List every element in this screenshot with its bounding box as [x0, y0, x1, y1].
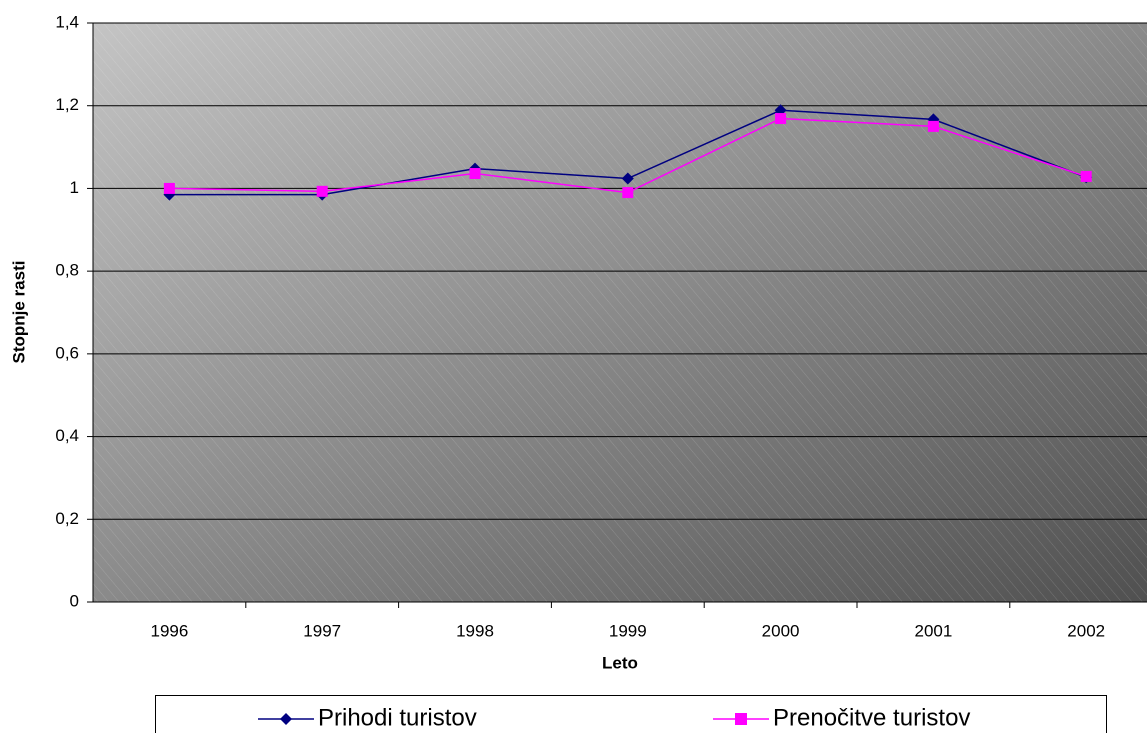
marker	[621, 172, 634, 185]
x-tick-label: 2000	[762, 621, 800, 640]
y-tick-label: 1,2	[55, 95, 79, 114]
marker	[316, 185, 328, 197]
marker	[735, 713, 747, 725]
x-tick-label: 1997	[303, 621, 341, 640]
legend-label: Prenočitve turistov	[773, 704, 970, 731]
y-axis-title: Stopnje rasti	[9, 261, 28, 364]
x-axis-title: Leto	[602, 653, 638, 672]
y-tick-label: 1,4	[55, 12, 79, 31]
y-tick-label: 0,8	[55, 261, 79, 280]
x-tick-label: 2001	[914, 621, 952, 640]
y-tick-label: 0,4	[55, 426, 79, 445]
x-tick-label: 1998	[456, 621, 494, 640]
y-tick-label: 0	[70, 591, 79, 610]
x-tick-label: 2002	[1067, 621, 1105, 640]
marker	[280, 713, 292, 725]
legend-box	[155, 695, 1107, 733]
marker	[163, 182, 175, 194]
marker	[775, 113, 787, 125]
plot-hatch	[93, 23, 1147, 602]
marker	[622, 187, 634, 199]
marker	[469, 168, 481, 180]
legend-label: Prihodi turistov	[318, 704, 477, 731]
x-tick-label: 1999	[609, 621, 647, 640]
x-tick-label: 1996	[150, 621, 188, 640]
y-tick-label: 0,2	[55, 509, 79, 528]
marker	[1080, 170, 1092, 182]
y-tick-label: 0,6	[55, 343, 79, 362]
y-tick-label: 1	[70, 178, 79, 197]
marker	[927, 120, 939, 132]
